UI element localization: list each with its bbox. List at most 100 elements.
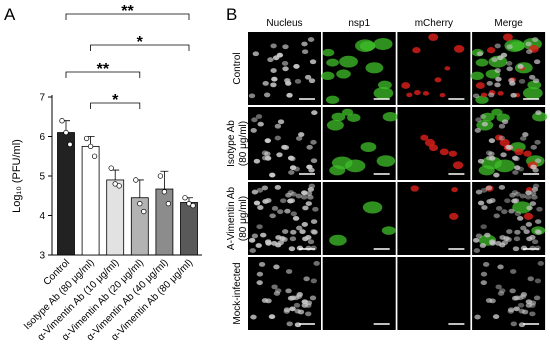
- cell: [494, 159, 515, 173]
- nucleus: [258, 262, 266, 267]
- nucleus: [519, 193, 527, 199]
- nucleus: [269, 172, 276, 178]
- cell: [420, 134, 429, 141]
- nucleus: [296, 245, 304, 251]
- nucleus: [288, 170, 295, 175]
- nucleus: [504, 198, 511, 204]
- nucleus: [520, 292, 528, 297]
- nucleus: [529, 245, 536, 251]
- nucleus: [304, 74, 312, 80]
- nucleus: [491, 57, 498, 63]
- nucleus: [271, 284, 278, 290]
- cell: [448, 150, 458, 157]
- nucleus: [256, 224, 263, 230]
- nucleus: [477, 158, 485, 164]
- nucleus: [484, 232, 491, 238]
- nucleus: [510, 269, 517, 274]
- nucleus: [294, 78, 302, 84]
- nucleus: [265, 240, 272, 246]
- nucleus: [248, 93, 256, 99]
- nucleus: [260, 232, 267, 238]
- nucleus: [250, 128, 257, 133]
- nucleus: [501, 119, 509, 125]
- nucleus: [503, 236, 510, 241]
- nucleus: [287, 155, 295, 161]
- cell: [373, 38, 393, 50]
- nucleus: [295, 136, 303, 141]
- nucleus: [518, 78, 526, 84]
- nucleus: [533, 295, 541, 301]
- nucleus: [530, 144, 537, 150]
- nucleus: [308, 78, 316, 84]
- nucleus: [509, 192, 516, 198]
- nucleus: [522, 132, 529, 137]
- cell: [377, 80, 392, 90]
- cell: [475, 58, 489, 67]
- nucleus: [282, 229, 289, 234]
- significance-bracket: [65, 71, 141, 78]
- bar: [106, 179, 125, 256]
- cell: [434, 77, 442, 83]
- row-label: Mock-infected: [232, 262, 243, 324]
- nucleus: [528, 74, 536, 80]
- nucleus: [252, 51, 260, 57]
- nucleus: [479, 114, 487, 119]
- nucleus: [485, 185, 493, 191]
- nucleus: [532, 167, 539, 173]
- nucleus: [534, 139, 541, 145]
- data-point: [108, 165, 114, 171]
- y-tick-label: 5: [39, 172, 45, 183]
- nucleus: [285, 192, 292, 198]
- nucleus: [288, 198, 296, 204]
- nucleus: [486, 155, 493, 161]
- nucleus: [535, 110, 542, 116]
- nucleus: [495, 206, 503, 211]
- nucleus: [525, 190, 532, 196]
- nucleus: [531, 37, 539, 42]
- cell: [491, 108, 503, 116]
- nucleus: [488, 138, 496, 144]
- nucleus: [274, 135, 281, 141]
- nucleus: [501, 209, 508, 215]
- nucleus: [308, 167, 315, 173]
- nucleus: [305, 245, 312, 251]
- nucleus: [506, 145, 514, 150]
- nucleus: [276, 52, 284, 58]
- nucleus: [520, 225, 527, 231]
- nucleus: [274, 185, 282, 190]
- row-label: Isotype Ab(80 μg/ml): [226, 120, 249, 167]
- nucleus: [305, 201, 312, 206]
- nucleus: [253, 200, 261, 206]
- nucleus: [508, 208, 515, 214]
- cell: [331, 112, 346, 122]
- significance-label: *: [137, 34, 144, 51]
- cell: [453, 45, 465, 53]
- nucleus: [475, 117, 482, 123]
- nucleus: [296, 292, 303, 297]
- cell: [422, 91, 430, 96]
- nucleus: [311, 229, 318, 235]
- nucleus: [480, 280, 487, 286]
- nucleus: [277, 209, 284, 215]
- nucleus: [506, 66, 513, 72]
- cell: [452, 161, 464, 170]
- nucleus: [301, 303, 308, 308]
- nucleus: [298, 132, 305, 137]
- nucleus: [253, 158, 261, 164]
- nucleus: [509, 288, 516, 294]
- nucleus: [310, 219, 318, 225]
- nucleus: [482, 262, 490, 267]
- nucleus: [527, 276, 534, 282]
- nucleus: [535, 229, 542, 235]
- nucleus: [494, 43, 501, 49]
- bar: [57, 132, 75, 256]
- cell: [449, 212, 459, 220]
- nucleus: [297, 309, 305, 315]
- significance-bracket: [90, 44, 190, 51]
- data-point: [190, 202, 196, 209]
- nucleus: [310, 278, 318, 284]
- nucleus: [497, 291, 505, 296]
- cell: [382, 111, 398, 122]
- cell: [428, 33, 439, 41]
